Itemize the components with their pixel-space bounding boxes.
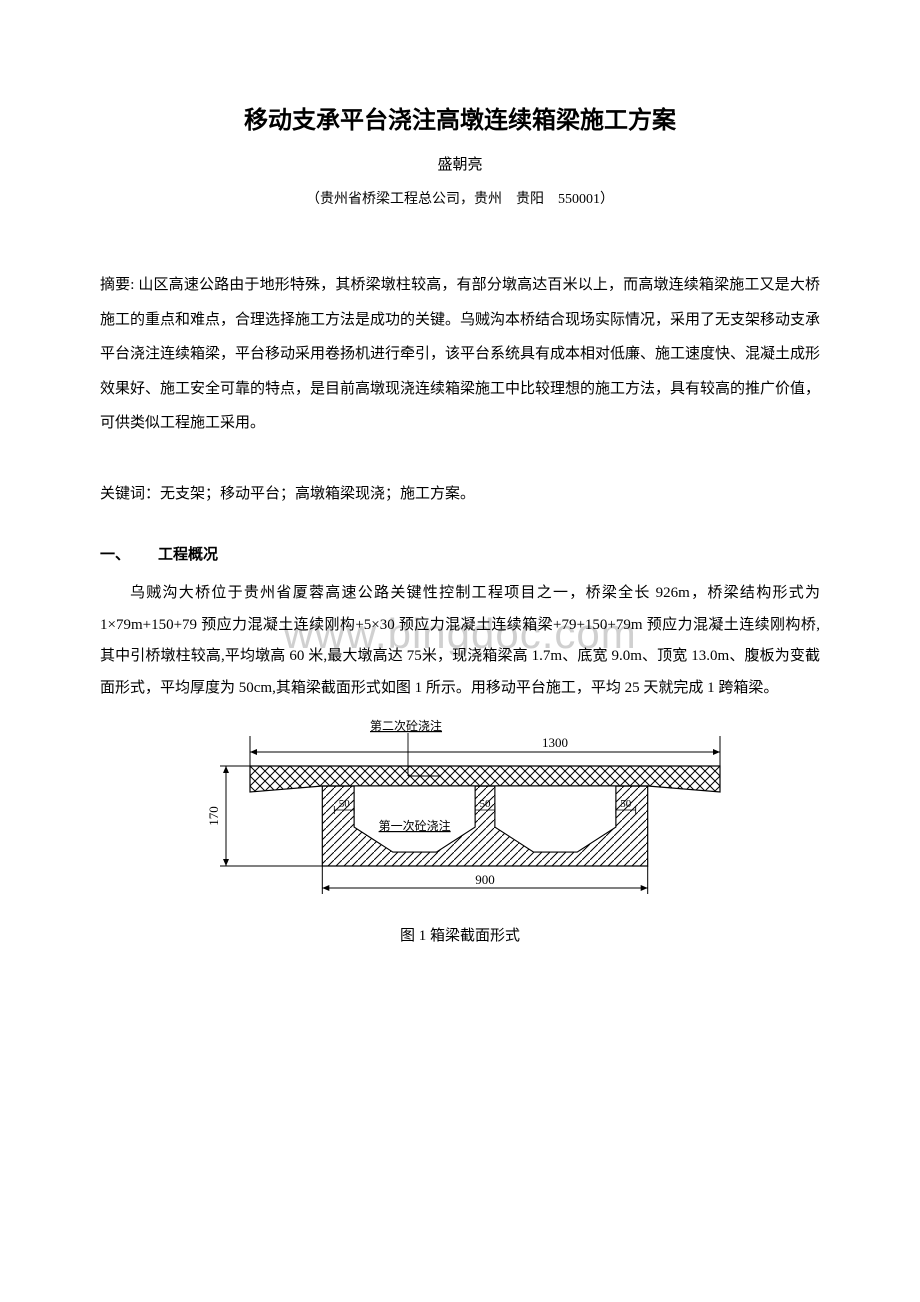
svg-text:50: 50 [620, 798, 632, 810]
document-title: 移动支承平台浇注高墩连续箱梁施工方案 [100, 100, 820, 135]
svg-text:900: 900 [475, 872, 495, 887]
figure-1: 1300 900 170 50 50 50 第二次砼浇注第一次砼浇注 图 1 箱梁截面形式 [100, 716, 820, 945]
keywords-label: 关键词： [100, 486, 160, 502]
figure-1-caption: 图 1 箱梁截面形式 [100, 924, 820, 945]
abstract-label: 摘要: [100, 277, 134, 293]
section-1-body: 乌贼沟大桥位于贵州省厦蓉高速公路关键性控制工程项目之一，桥梁全长 926m，桥梁… [100, 578, 820, 704]
document-author: 盛朝亮 [100, 153, 820, 174]
svg-text:50: 50 [480, 798, 492, 810]
abstract-block: 摘要: 山区高速公路由于地形特殊，其桥梁墩柱较高，有部分墩高达百米以上，而高墩连… [100, 268, 820, 441]
svg-text:170: 170 [206, 806, 221, 826]
svg-text:50: 50 [339, 798, 351, 810]
abstract-text: 山区高速公路由于地形特殊，其桥梁墩柱较高，有部分墩高达百米以上，而高墩连续箱梁施… [100, 277, 820, 431]
section-1-title: 工程概况 [158, 546, 218, 563]
svg-text:1300: 1300 [542, 735, 568, 750]
document-affiliation: （贵州省桥梁工程总公司，贵州 贵阳 550001） [100, 188, 820, 208]
section-1-number: 一、 [100, 546, 130, 563]
figure-1-diagram: 1300 900 170 50 50 50 第二次砼浇注第一次砼浇注 [190, 716, 730, 916]
keywords-block: 关键词：无支架；移动平台；高墩箱梁现浇；施工方案。 [100, 477, 820, 512]
svg-text:第一次砼浇注: 第一次砼浇注 [379, 818, 451, 833]
section-1-heading: 一、 工程概况 [100, 543, 820, 564]
svg-text:第二次砼浇注: 第二次砼浇注 [370, 718, 442, 733]
keywords-text: 无支架；移动平台；高墩箱梁现浇；施工方案。 [160, 486, 475, 502]
